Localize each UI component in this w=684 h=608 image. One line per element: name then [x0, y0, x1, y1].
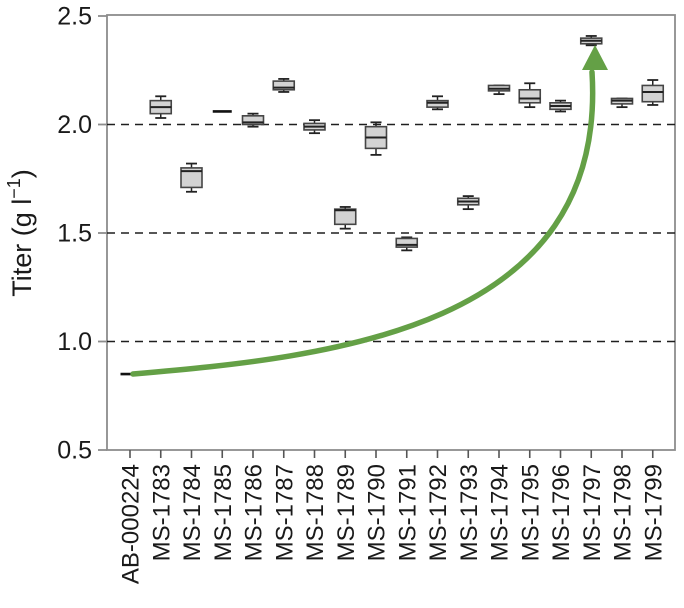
box-MS-1792 [426, 99, 449, 108]
box-MS-1791 [395, 237, 419, 248]
y-tick-label: 2.5 [57, 3, 92, 31]
x-tick-label-MS-1790: MS-1790 [364, 464, 391, 561]
x-tick-label-MS-1784: MS-1784 [179, 464, 206, 561]
x-tick-label-MS-1792: MS-1792 [425, 464, 452, 561]
box-MS-1787 [272, 80, 296, 91]
y-tick-label: 1.0 [57, 328, 92, 356]
x-tick-label-MS-1787: MS-1787 [271, 464, 298, 561]
x-tick-label-MS-1798: MS-1798 [610, 464, 637, 561]
x-tick-label-MS-1794: MS-1794 [487, 464, 514, 561]
improvement-arrow [130, 69, 596, 377]
x-tick-label-MS-1796: MS-1796 [548, 464, 575, 561]
x-tick-label-MS-1793: MS-1793 [456, 464, 483, 561]
x-tick-label-MS-1791: MS-1791 [394, 464, 421, 561]
x-tick-label-MS-1789: MS-1789 [333, 464, 360, 561]
x-tick-label-MS-1795: MS-1795 [517, 464, 544, 561]
y-axis-label: Titer (g l−1) [4, 169, 37, 297]
x-tick-label-AB-000224: AB-000224 [118, 464, 145, 584]
x-tick-label-MS-1797: MS-1797 [579, 464, 606, 561]
x-tick-label-MS-1788: MS-1788 [302, 464, 329, 561]
box-MS-1799 [641, 84, 665, 103]
improvement-arrow-head [582, 45, 608, 70]
box-MS-1795 [518, 88, 542, 104]
box-MS-1789 [333, 208, 357, 226]
x-tick-label-MS-1785: MS-1785 [210, 464, 237, 561]
x-tick-label-MS-1783: MS-1783 [148, 464, 175, 561]
box-MS-1784 [180, 167, 203, 189]
x-tick-label-MS-1786: MS-1786 [241, 464, 268, 561]
y-tick-label: 0.5 [57, 437, 92, 465]
y-tick-label: 2.0 [57, 111, 92, 139]
y-tick-label: 1.5 [57, 220, 92, 248]
x-tick-label-MS-1799: MS-1799 [640, 464, 667, 561]
box-MS-1786 [241, 115, 265, 126]
